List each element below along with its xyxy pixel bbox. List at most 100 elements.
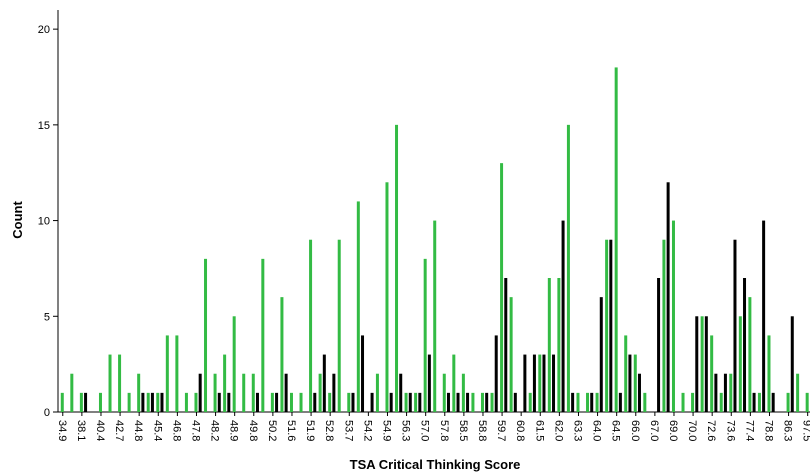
bar [561, 220, 565, 412]
bar [375, 373, 379, 412]
bar [289, 392, 293, 412]
bar [628, 354, 632, 412]
bar [566, 124, 570, 412]
bar [767, 335, 771, 412]
bar [738, 316, 742, 412]
bar [657, 278, 661, 412]
bar [322, 354, 326, 412]
x-tick-label: 57.0 [419, 420, 431, 441]
bar [485, 392, 489, 412]
bar [599, 297, 603, 412]
bar [370, 392, 374, 412]
bar [704, 316, 708, 412]
x-tick-label: 60.8 [514, 420, 526, 441]
bar [557, 278, 561, 412]
bar [70, 373, 74, 412]
x-tick-label: 62.0 [552, 420, 564, 441]
bar [150, 392, 154, 412]
bar [146, 392, 150, 412]
bar [662, 239, 666, 412]
x-tick-label: 48.9 [228, 420, 240, 441]
x-tick-label: 64.5 [610, 420, 622, 441]
x-tick-label: 72.6 [705, 420, 717, 441]
x-tick-label: 45.4 [151, 420, 163, 441]
bar [633, 354, 637, 412]
bar [309, 239, 313, 412]
bar [494, 335, 498, 412]
bar [98, 392, 102, 412]
bar [671, 220, 675, 412]
bar [618, 392, 622, 412]
bar [513, 392, 517, 412]
bar [194, 392, 198, 412]
x-tick-label: 42.7 [113, 420, 125, 441]
x-tick-label: 67.0 [648, 420, 660, 441]
bar [332, 373, 336, 412]
bar [84, 392, 88, 412]
x-tick-label: 73.6 [724, 420, 736, 441]
x-tick-label: 58.8 [476, 420, 488, 441]
bar [771, 392, 775, 412]
bar [399, 373, 403, 412]
bar [466, 392, 470, 412]
bar [576, 392, 580, 412]
bar [284, 373, 288, 412]
bar [790, 316, 794, 412]
bar [217, 392, 221, 412]
bar [156, 392, 160, 412]
bar [509, 297, 513, 412]
bar [175, 335, 179, 412]
bar [351, 392, 355, 412]
bar [389, 392, 393, 412]
bar [523, 354, 527, 412]
bar [666, 182, 670, 412]
bar [729, 373, 733, 412]
x-axis-label: TSA Critical Thinking Score [350, 457, 521, 472]
x-tick-label: 47.8 [189, 420, 201, 441]
x-tick-label: 49.8 [247, 420, 259, 441]
bar [275, 392, 279, 412]
bar [127, 392, 131, 412]
bar [691, 392, 695, 412]
bar [757, 392, 761, 412]
bar [328, 392, 332, 412]
x-tick-label: 50.2 [266, 420, 278, 441]
x-tick-label: 97.5 [801, 420, 810, 441]
x-tick-label: 61.5 [533, 420, 545, 441]
bar [442, 373, 446, 412]
bar [385, 182, 389, 412]
x-tick-label: 38.1 [75, 420, 87, 441]
bar [60, 392, 64, 412]
bar [213, 373, 217, 412]
bar [280, 297, 284, 412]
x-tick-label: 52.8 [323, 420, 335, 441]
bar [762, 220, 766, 412]
bar [643, 392, 647, 412]
bar [408, 392, 412, 412]
x-tick-label: 59.7 [495, 420, 507, 441]
bar [786, 392, 790, 412]
bar [504, 278, 508, 412]
bar [433, 220, 437, 412]
x-tick-label: 54.2 [361, 420, 373, 441]
bar [624, 335, 628, 412]
bar [299, 392, 303, 412]
bar [471, 392, 475, 412]
y-tick-label: 0 [44, 407, 50, 419]
bar [461, 373, 465, 412]
bar [700, 316, 704, 412]
bar [480, 392, 484, 412]
bar [532, 354, 536, 412]
x-tick-label: 54.9 [380, 420, 392, 441]
x-tick-label: 69.0 [667, 420, 679, 441]
bar [418, 392, 422, 412]
x-tick-label: 64.0 [591, 420, 603, 441]
y-tick-label: 10 [38, 216, 50, 228]
bar [733, 239, 737, 412]
bar [318, 373, 322, 412]
bar [356, 201, 360, 412]
bar [719, 392, 723, 412]
bar [605, 239, 609, 412]
